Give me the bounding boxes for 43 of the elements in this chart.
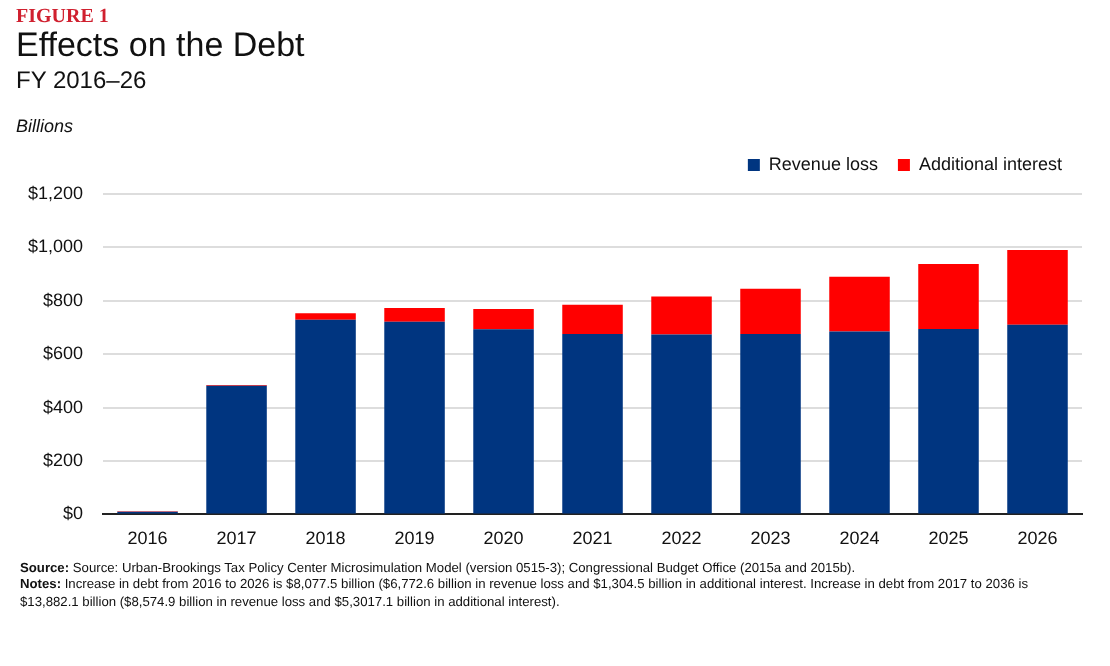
x-tick-label: 2021: [572, 528, 613, 549]
bar: [829, 331, 890, 514]
bar: [295, 319, 356, 514]
chart-title: Effects on the Debt: [16, 26, 305, 66]
bar: [1007, 324, 1068, 514]
legend-label: Revenue loss: [768, 153, 879, 174]
bar: [473, 309, 534, 330]
bar: [740, 333, 801, 514]
x-tick-label: 2024: [839, 528, 880, 549]
bar: [562, 304, 623, 334]
x-tick-label: 2019: [394, 528, 435, 549]
bar: [295, 313, 356, 320]
legend-label: Additional interest: [918, 153, 1063, 174]
bar: [1007, 250, 1068, 325]
bar: [651, 296, 712, 335]
y-tick-label: $1,000: [27, 236, 84, 257]
y-tick-label: $1,200: [27, 182, 84, 203]
x-tick-label: 2023: [750, 528, 791, 549]
x-tick-label: 2020: [483, 528, 524, 549]
chart-subtitle: FY 2016–26: [16, 66, 147, 94]
bar: [384, 321, 445, 514]
y-tick-label: $600: [42, 343, 84, 364]
caption: FIGURE 1: [16, 6, 109, 28]
bar: [651, 334, 712, 514]
x-tick-label: 2018: [305, 528, 346, 549]
x-tick-label: 2017: [216, 528, 257, 549]
bar: [384, 308, 445, 322]
bar: [562, 333, 623, 514]
y-axis-title: Billions: [16, 116, 74, 136]
x-tick-label: 2022: [661, 528, 702, 549]
x-tick-label: 2016: [127, 528, 168, 549]
bar: [206, 385, 267, 514]
bar: [740, 288, 801, 334]
bar: [829, 276, 890, 332]
x-tick-label: 2026: [1017, 528, 1058, 549]
y-tick-label: $400: [42, 396, 84, 417]
bar: [918, 263, 979, 330]
bar: [473, 329, 534, 514]
y-tick-label: $800: [42, 289, 84, 310]
x-tick-label: 2025: [928, 528, 969, 549]
y-tick-label: $200: [42, 449, 84, 470]
bar: [918, 329, 979, 514]
y-tick-label: $0: [63, 503, 84, 524]
